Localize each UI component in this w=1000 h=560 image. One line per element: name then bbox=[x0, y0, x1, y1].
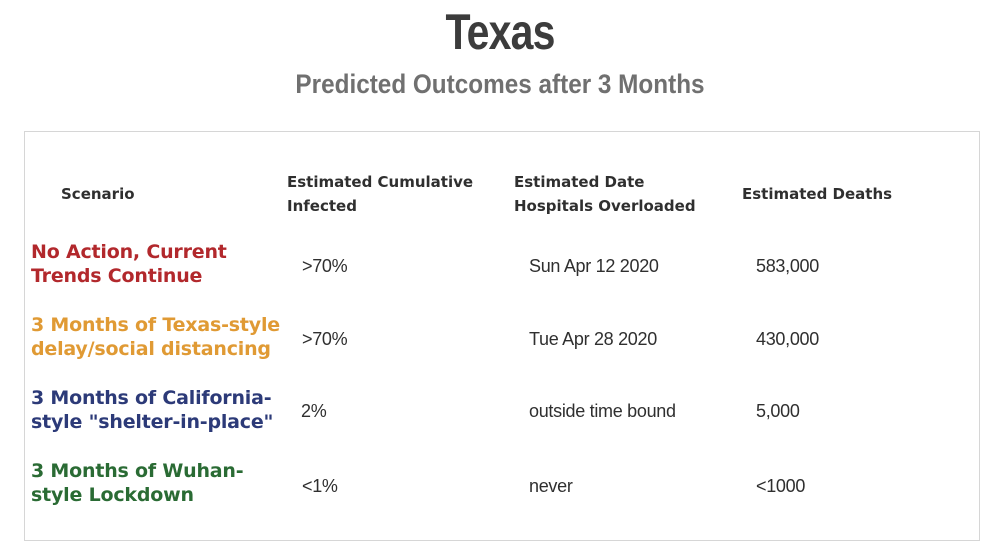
scenario-label-line2: Trends Continue bbox=[31, 265, 203, 287]
overload-date-value: Tue Apr 28 2020 bbox=[529, 329, 657, 349]
deaths-value: 430,000 bbox=[756, 329, 819, 349]
header-infected-line2: Infected bbox=[287, 197, 357, 215]
scenario-label: 3 Months of Texas-style delay/social dis… bbox=[31, 313, 281, 361]
deaths-value: 5,000 bbox=[756, 401, 800, 421]
deaths-value: <1000 bbox=[756, 476, 806, 496]
scenario-label-line1: 3 Months of Texas-style bbox=[31, 314, 280, 336]
outcomes-table: Scenario Estimated Cumulative Infected E… bbox=[24, 131, 980, 541]
deaths-value: 583,000 bbox=[756, 256, 819, 276]
scenario-label: 3 Months of Wuhan- style Lockdown bbox=[31, 459, 281, 507]
infected-value: >70% bbox=[302, 256, 348, 276]
header-date: Estimated Date Hospitals Overloaded bbox=[514, 170, 696, 218]
header-scenario: Scenario bbox=[61, 185, 135, 203]
scenario-label: 3 Months of California- style "shelter-i… bbox=[31, 386, 281, 434]
scenario-label-line2: style Lockdown bbox=[31, 484, 194, 506]
scenario-label-line1: No Action, Current bbox=[31, 241, 227, 263]
infected-value: <1% bbox=[302, 476, 338, 496]
overload-date-value: outside time bound bbox=[529, 401, 676, 421]
scenario-label-line2: style "shelter-in-place" bbox=[31, 411, 274, 433]
page-title: Texas bbox=[445, 4, 555, 60]
scenario-label: No Action, Current Trends Continue bbox=[31, 240, 281, 288]
page-subtitle: Predicted Outcomes after 3 Months bbox=[295, 69, 705, 99]
header-date-line2: Hospitals Overloaded bbox=[514, 197, 696, 215]
header-infected-line1: Estimated Cumulative bbox=[287, 173, 474, 191]
overload-date-value: Sun Apr 12 2020 bbox=[529, 256, 659, 276]
infected-value: 2% bbox=[301, 401, 327, 421]
header-infected: Estimated Cumulative Infected bbox=[287, 170, 473, 218]
scenario-label-line1: 3 Months of California- bbox=[31, 387, 272, 409]
header-date-line1: Estimated Date bbox=[514, 173, 645, 191]
scenario-label-line2: delay/social distancing bbox=[31, 338, 271, 360]
overload-date-value: never bbox=[529, 476, 573, 496]
header-deaths: Estimated Deaths bbox=[742, 185, 893, 203]
scenario-label-line1: 3 Months of Wuhan- bbox=[31, 460, 244, 482]
infected-value: >70% bbox=[302, 329, 348, 349]
